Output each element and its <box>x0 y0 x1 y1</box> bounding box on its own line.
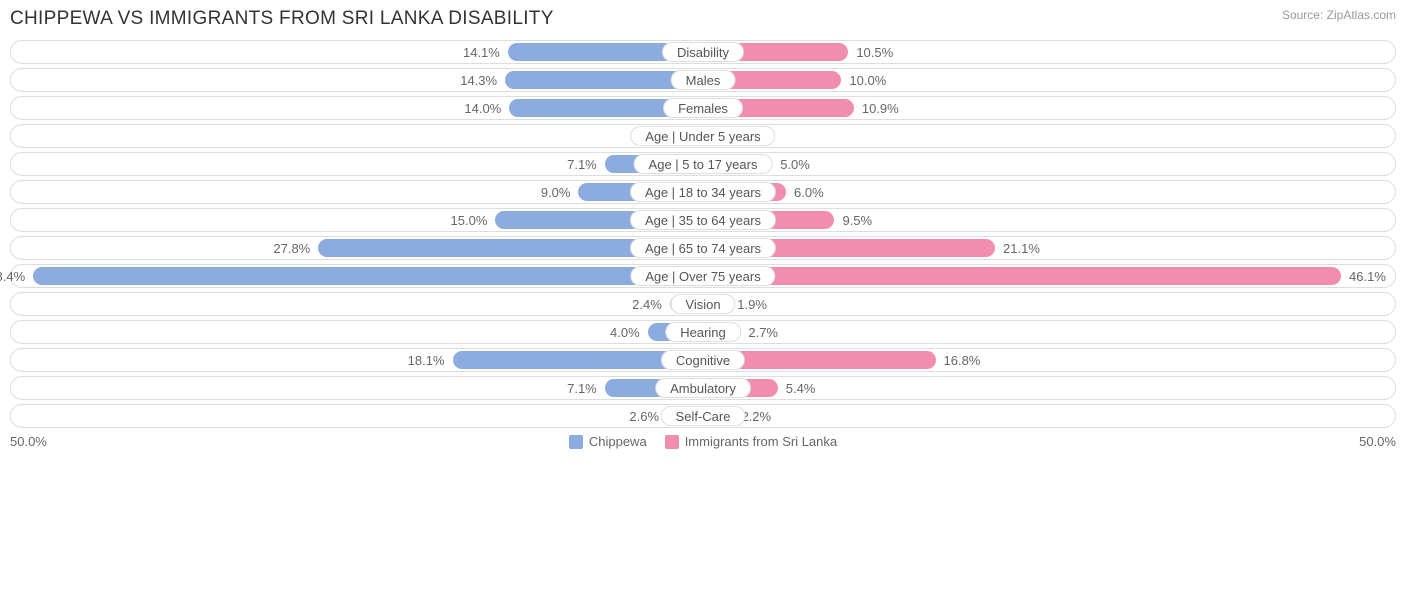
value-label-left: 48.4% <box>0 265 25 289</box>
chart-track: 7.1% 5.0% Age | 5 to 17 years <box>10 152 1396 176</box>
chart-track: 15.0% 9.5% Age | 35 to 64 years <box>10 208 1396 232</box>
chart-row: 14.1% 10.5% Disability <box>10 40 1396 64</box>
chart-row: 4.0% 2.7% Hearing <box>10 320 1396 344</box>
bar-right <box>703 267 1341 285</box>
value-label-left: 7.1% <box>567 153 597 177</box>
category-label: Age | 35 to 64 years <box>630 210 776 230</box>
category-label: Males <box>671 70 736 90</box>
category-label: Age | 5 to 17 years <box>634 154 773 174</box>
value-label-right: 9.5% <box>842 209 872 233</box>
chart-row: 15.0% 9.5% Age | 35 to 64 years <box>10 208 1396 232</box>
value-label-left: 18.1% <box>408 349 445 373</box>
category-label: Disability <box>662 42 744 62</box>
chart-row: 2.6% 2.2%Self-Care <box>10 404 1396 428</box>
value-label-right: 2.7% <box>748 321 778 345</box>
source-attribution: Source: ZipAtlas.com <box>1282 8 1396 22</box>
category-label: Age | 65 to 74 years <box>630 238 776 258</box>
value-label-left: 4.0% <box>610 321 640 345</box>
chart-track: 2.6% 2.2%Self-Care <box>10 404 1396 428</box>
chart-track: 2.4% 1.9%Vision <box>10 292 1396 316</box>
bar-left <box>33 267 703 285</box>
category-label: Females <box>663 98 743 118</box>
chart-track: 14.1% 10.5% Disability <box>10 40 1396 64</box>
chart-track: 1.9%1.1%Age | Under 5 years <box>10 124 1396 148</box>
value-label-right: 46.1% <box>1349 265 1386 289</box>
chart-row: 14.3% 10.0% Males <box>10 68 1396 92</box>
chart-area: 14.1% 10.5% Disability 14.3% 10.0% Males 14.0%… <box>10 40 1396 428</box>
value-label-right: 10.9% <box>862 97 899 121</box>
value-label-left: 14.1% <box>463 41 500 65</box>
value-label-right: 5.0% <box>780 153 810 177</box>
value-label-right: 10.5% <box>856 41 893 65</box>
chart-track: 4.0% 2.7% Hearing <box>10 320 1396 344</box>
category-label: Age | Under 5 years <box>630 126 775 146</box>
axis-right-max: 50.0% <box>1359 434 1396 449</box>
value-label-left: 27.8% <box>273 237 310 261</box>
value-label-left: 7.1% <box>567 377 597 401</box>
chart-row: 14.0% 10.9% Females <box>10 96 1396 120</box>
value-label-right: 21.1% <box>1003 237 1040 261</box>
value-label-left: 14.0% <box>464 97 501 121</box>
header: CHIPPEWA VS IMMIGRANTS FROM SRI LANKA DI… <box>10 8 1396 30</box>
legend-label-left: Chippewa <box>589 434 647 449</box>
chart-row: 1.9%1.1%Age | Under 5 years <box>10 124 1396 148</box>
legend-swatch-left <box>569 435 583 449</box>
category-label: Vision <box>670 294 735 314</box>
chart-row: 9.0% 6.0% Age | 18 to 34 years <box>10 180 1396 204</box>
chart-row: 18.1% 16.8% Cognitive <box>10 348 1396 372</box>
legend-item-right: Immigrants from Sri Lanka <box>665 434 837 449</box>
chart-title: CHIPPEWA VS IMMIGRANTS FROM SRI LANKA DI… <box>10 8 554 30</box>
chart-row: 7.1% 5.4% Ambulatory <box>10 376 1396 400</box>
chart-track: 9.0% 6.0% Age | 18 to 34 years <box>10 180 1396 204</box>
legend: Chippewa Immigrants from Sri Lanka <box>569 434 837 449</box>
chart-row: 48.4%46.1%Age | Over 75 years <box>10 264 1396 288</box>
chart-track: 14.0% 10.9% Females <box>10 96 1396 120</box>
value-label-right: 1.9% <box>737 293 767 317</box>
value-label-left: 15.0% <box>451 209 488 233</box>
category-label: Age | 18 to 34 years <box>630 182 776 202</box>
chart-track: 18.1% 16.8% Cognitive <box>10 348 1396 372</box>
category-label: Hearing <box>665 322 741 342</box>
chart-track: 48.4%46.1%Age | Over 75 years <box>10 264 1396 288</box>
legend-swatch-right <box>665 435 679 449</box>
value-label-right: 5.4% <box>786 377 816 401</box>
value-label-right: 2.2% <box>741 405 771 429</box>
value-label-left: 9.0% <box>541 181 571 205</box>
value-label-left: 2.6% <box>629 405 659 429</box>
value-label-right: 10.0% <box>849 69 886 93</box>
chart-track: 27.8% 21.1% Age | 65 to 74 years <box>10 236 1396 260</box>
axis-left-max: 50.0% <box>10 434 47 449</box>
legend-label-right: Immigrants from Sri Lanka <box>685 434 837 449</box>
chart-row: 7.1% 5.0% Age | 5 to 17 years <box>10 152 1396 176</box>
category-label: Age | Over 75 years <box>630 266 775 286</box>
category-label: Cognitive <box>661 350 745 370</box>
category-label: Ambulatory <box>655 378 751 398</box>
chart-row: 2.4% 1.9%Vision <box>10 292 1396 316</box>
value-label-left: 2.4% <box>632 293 662 317</box>
legend-item-left: Chippewa <box>569 434 647 449</box>
value-label-right: 16.8% <box>944 349 981 373</box>
chart-track: 14.3% 10.0% Males <box>10 68 1396 92</box>
value-label-right: 6.0% <box>794 181 824 205</box>
chart-row: 27.8% 21.1% Age | 65 to 74 years <box>10 236 1396 260</box>
chart-footer: 50.0% Chippewa Immigrants from Sri Lanka… <box>10 434 1396 449</box>
chart-track: 7.1% 5.4% Ambulatory <box>10 376 1396 400</box>
value-label-left: 14.3% <box>460 69 497 93</box>
category-label: Self-Care <box>661 406 746 426</box>
